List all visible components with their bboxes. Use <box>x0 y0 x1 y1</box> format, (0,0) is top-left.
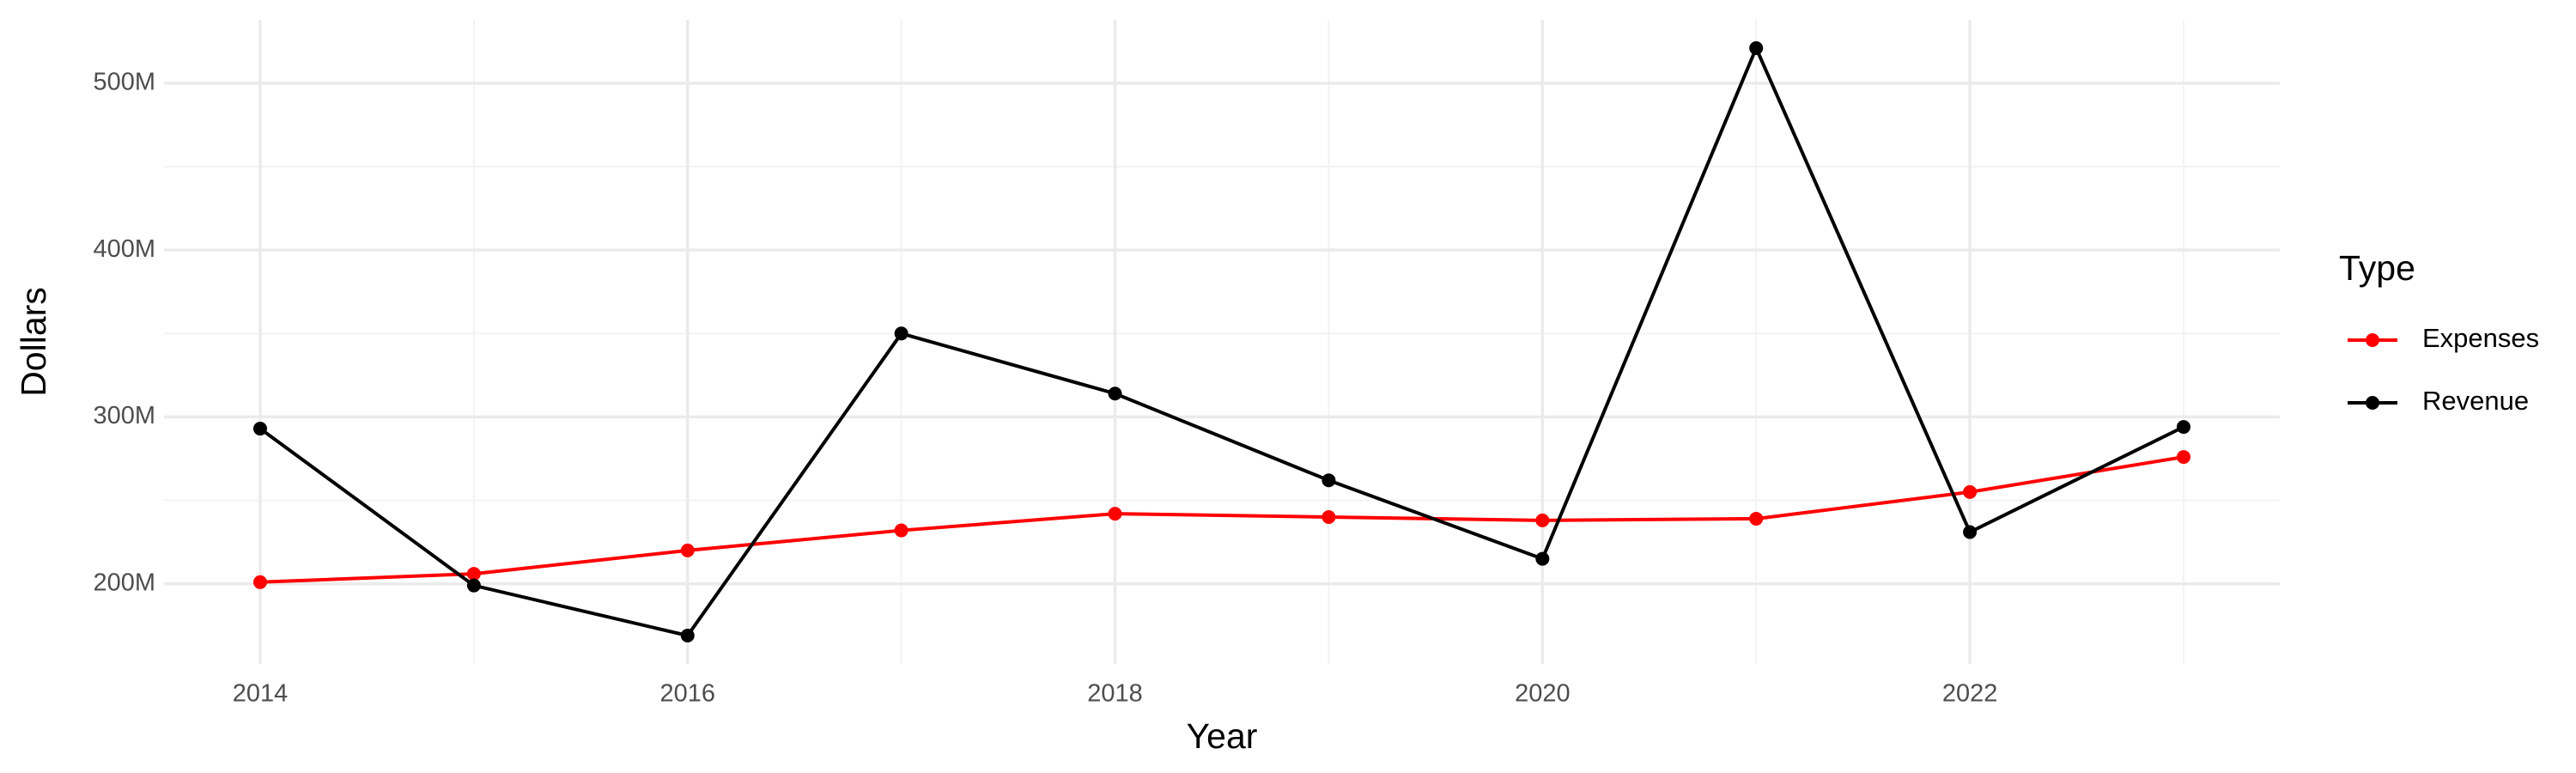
legend-label: Revenue <box>2422 386 2529 416</box>
x-tick-label: 2014 <box>233 680 289 708</box>
point <box>1535 551 1550 566</box>
point <box>1749 511 1764 526</box>
y-axis-title: Dollars <box>14 287 53 397</box>
y-tick-label: 300M <box>93 402 155 429</box>
x-tick-label: 2016 <box>660 680 716 708</box>
point <box>2177 420 2190 435</box>
point <box>680 628 695 642</box>
point <box>253 422 267 436</box>
x-tick-label: 2020 <box>1515 680 1571 708</box>
y-tick-label: 200M <box>93 569 155 596</box>
point <box>1108 507 1122 521</box>
point <box>1535 513 1550 527</box>
legend-label: Expenses <box>2422 323 2539 353</box>
point <box>894 523 908 538</box>
point <box>1321 473 1336 488</box>
point <box>680 543 695 557</box>
grid <box>164 20 2280 664</box>
point <box>253 575 267 589</box>
legend-key-point <box>2366 333 2379 347</box>
legend-key-point <box>2366 396 2379 410</box>
y-tick-label: 400M <box>93 235 155 263</box>
point <box>1108 386 1122 401</box>
point <box>1321 510 1336 525</box>
point <box>466 578 481 593</box>
point <box>1963 525 1978 539</box>
point <box>2177 450 2190 465</box>
point <box>1749 41 1764 56</box>
point <box>894 326 908 341</box>
line <box>259 455 2184 584</box>
point <box>1963 484 1978 499</box>
y-tick-label: 500M <box>93 68 155 95</box>
x-tick-label: 2022 <box>1942 680 1998 708</box>
x-axis-title: Year <box>1187 716 1258 756</box>
point <box>466 567 481 581</box>
legend-title: Type <box>2339 248 2415 288</box>
x-tick-label: 2018 <box>1087 680 1143 708</box>
line <box>258 43 2184 638</box>
